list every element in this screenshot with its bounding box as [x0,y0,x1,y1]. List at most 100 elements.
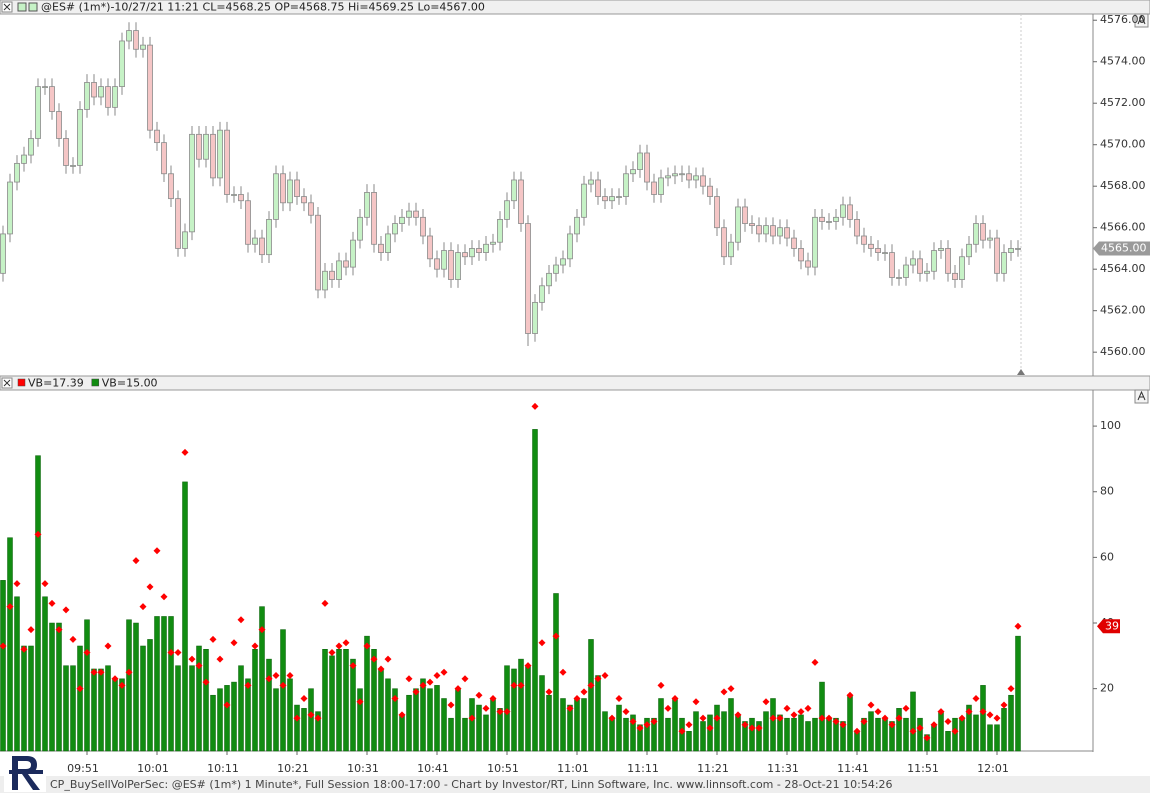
volume-bar [749,717,755,752]
volume-bar [63,665,69,752]
volume-bar [329,655,335,752]
last-price-label: 4565.00 [1101,241,1147,254]
volume-bar [112,678,118,752]
candle-body [525,223,531,334]
volume-bar [448,717,454,752]
diamond-marker [720,688,728,696]
x-tick-label: 10:51 [487,762,519,775]
candle-body [1008,248,1014,253]
candle-body [392,223,398,235]
volume-bar [42,596,48,752]
diamond-marker [440,668,448,676]
volume-bar [896,708,902,752]
legend-swatch [17,378,26,387]
diamond-marker [783,704,791,712]
diamond-marker [251,642,259,650]
y-tick-label: 20 [1100,682,1114,695]
candle-body [532,301,538,334]
diamond-marker [699,714,707,722]
diamond-marker [741,721,749,729]
volume-bar [560,698,566,752]
diamond-marker [328,649,336,657]
volume-bar [322,649,328,752]
diamond-marker [279,681,287,689]
diamond-marker [146,583,154,591]
candle-body [14,162,20,183]
candle-body [385,233,391,253]
diamond-marker [62,606,70,614]
legend-swatch [91,378,100,387]
diamond-marker [174,649,182,657]
diamond-marker [510,681,518,689]
candle-body [175,198,181,249]
volume-bar [399,714,405,752]
close-button[interactable] [1,1,13,13]
diamond-marker [566,704,574,712]
volume-bar [350,658,356,752]
candle-body [861,235,867,245]
volume-bar [469,698,475,752]
diamond-marker [244,681,252,689]
candle-body [266,218,272,256]
candle-body [301,196,307,204]
cursor-marker [1017,369,1025,375]
diamond-marker [958,714,966,722]
volume-bar [490,698,496,752]
candle-body [847,204,853,220]
y-tick-label: 4566.00 [1100,221,1146,234]
diamond-marker [489,694,497,702]
diamond-marker [538,639,546,647]
x-tick-label: 11:21 [697,762,729,775]
x-tick-label: 11:11 [627,762,659,775]
candle-body [966,243,972,258]
volume-bar [189,665,195,752]
volume-bar [119,678,125,752]
diamond-marker [825,714,833,722]
diamond-marker [755,724,763,732]
candle-body [182,231,188,249]
candle-body [364,192,370,218]
candle-body [973,223,979,245]
diamond-marker [202,678,210,686]
candle-body [553,264,559,274]
volume-bar [168,616,174,752]
diamond-marker [580,688,588,696]
x-tick-label: 11:31 [767,762,799,775]
diamond-marker [979,708,987,716]
candle-body [581,183,587,218]
diamond-marker [804,704,812,712]
volume-bar [665,717,671,752]
diamond-marker [706,724,714,732]
close-button[interactable] [1,377,13,389]
diamond-marker [685,721,693,729]
diamond-marker [748,724,756,732]
volume-bar [539,675,545,752]
volume-bar [735,714,741,752]
diamond-marker [125,668,133,676]
volume-bar [798,714,804,752]
volume-bar [959,717,965,752]
volume-bar [245,678,251,752]
diamond-marker [447,701,455,709]
volume-bar [511,668,517,752]
y-tick-label: 4574.00 [1100,55,1146,68]
volume-bar [280,629,286,752]
diamond-marker [1007,685,1015,693]
candle-body [448,250,454,280]
x-tick-label: 10:11 [207,762,239,775]
volume-bar [714,704,720,752]
volume-bar [196,645,202,752]
diamond-marker [0,642,7,650]
candle-body [406,210,412,218]
diamond-marker [419,681,427,689]
legend-label: VB=17.39 [28,377,84,390]
legend-label: VB=15.00 [102,377,158,390]
diamond-marker [895,714,903,722]
volume-bar [364,635,370,752]
candle-body [217,129,223,179]
volume-bar [994,724,1000,752]
candle-body [749,223,755,227]
diamond-marker [195,662,203,670]
volume-bar [434,685,440,752]
candle-body [630,169,636,175]
